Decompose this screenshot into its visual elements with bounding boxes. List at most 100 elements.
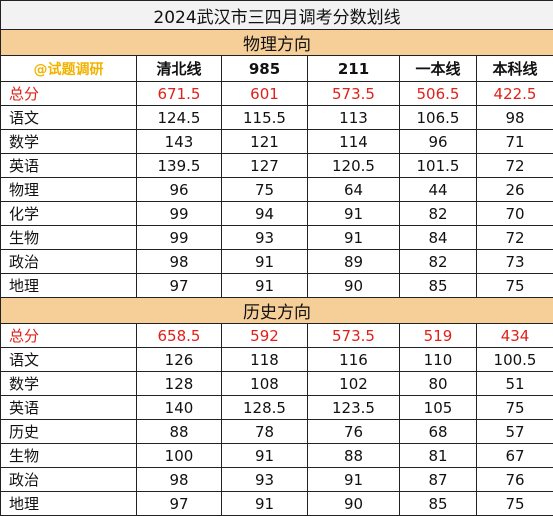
score-cell: 75 [477,396,553,420]
score-cell: 85 [400,274,477,298]
watermark-label: @试题调研 [1,56,137,82]
score-cell: 91 [222,274,308,298]
score-cell: 75 [477,274,553,298]
score-cell: 68 [400,420,477,444]
score-cell: 88 [308,444,400,468]
score-cell: 127 [222,154,308,178]
score-cell: 94 [222,202,308,226]
subject-label: 政治 [1,468,137,492]
score-cell: 120.5 [308,154,400,178]
subject-label: 总分 [1,82,137,106]
score-cell: 91 [308,202,400,226]
score-cell: 81 [400,444,477,468]
score-cell: 106.5 [400,106,477,130]
score-cell: 108 [222,372,308,396]
score-cell: 85 [400,492,477,516]
score-cell: 76 [308,420,400,444]
score-cell: 96 [137,178,222,202]
score-cell: 139.5 [137,154,222,178]
score-cell: 658.5 [137,324,222,348]
score-cell: 51 [477,372,553,396]
score-cell: 82 [400,202,477,226]
score-cell: 573.5 [308,82,400,106]
score-cell: 91 [308,226,400,250]
score-cell: 100 [137,444,222,468]
column-header: 一本线 [400,56,477,82]
score-cell: 75 [477,492,553,516]
score-cell: 110 [400,348,477,372]
score-cell: 124.5 [137,106,222,130]
column-header: 985 [222,56,308,82]
subject-label: 数学 [1,372,137,396]
score-cell: 93 [222,226,308,250]
score-cell: 519 [400,324,477,348]
subject-label: 英语 [1,396,137,420]
score-cell: 98 [137,250,222,274]
score-cell: 71 [477,130,553,154]
score-cell: 90 [308,492,400,516]
score-cell: 78 [222,420,308,444]
score-cell: 99 [137,202,222,226]
score-cell: 96 [400,130,477,154]
score-cell: 123.5 [308,396,400,420]
section-title: 历史方向 [1,298,553,324]
score-cell: 422.5 [477,82,553,106]
subject-label: 数学 [1,130,137,154]
title-row: 2024武汉市三四月调考分数划线 [1,1,553,30]
score-cell: 113 [308,106,400,130]
score-cell: 573.5 [308,324,400,348]
score-cell: 126 [137,348,222,372]
score-cell: 84 [400,226,477,250]
score-cell: 75 [222,178,308,202]
subject-label: 总分 [1,324,137,348]
score-cell: 72 [477,154,553,178]
subject-label: 语文 [1,106,137,130]
score-cell: 91 [308,468,400,492]
subject-label: 地理 [1,492,137,516]
score-cell: 93 [222,468,308,492]
score-cell: 128 [137,372,222,396]
score-cell: 101.5 [400,154,477,178]
score-cell: 44 [400,178,477,202]
score-cell: 121 [222,130,308,154]
score-cell: 115.5 [222,106,308,130]
score-cell: 72 [477,226,553,250]
subject-label: 历史 [1,420,137,444]
score-cell: 118 [222,348,308,372]
subject-label: 生物 [1,226,137,250]
score-cell: 140 [137,396,222,420]
score-cell: 73 [477,250,553,274]
score-cell: 98 [477,106,553,130]
score-cell: 116 [308,348,400,372]
score-cell: 601 [222,82,308,106]
score-cell: 91 [222,444,308,468]
score-cell: 91 [222,250,308,274]
score-cell: 82 [400,250,477,274]
subject-label: 地理 [1,274,137,298]
score-cell: 26 [477,178,553,202]
section-title: 物理方向 [1,30,553,56]
score-cell: 87 [400,468,477,492]
score-cell: 91 [222,492,308,516]
score-cell: 67 [477,444,553,468]
score-cell: 89 [308,250,400,274]
score-cell: 90 [308,274,400,298]
subject-label: 生物 [1,444,137,468]
score-cell: 98 [137,468,222,492]
